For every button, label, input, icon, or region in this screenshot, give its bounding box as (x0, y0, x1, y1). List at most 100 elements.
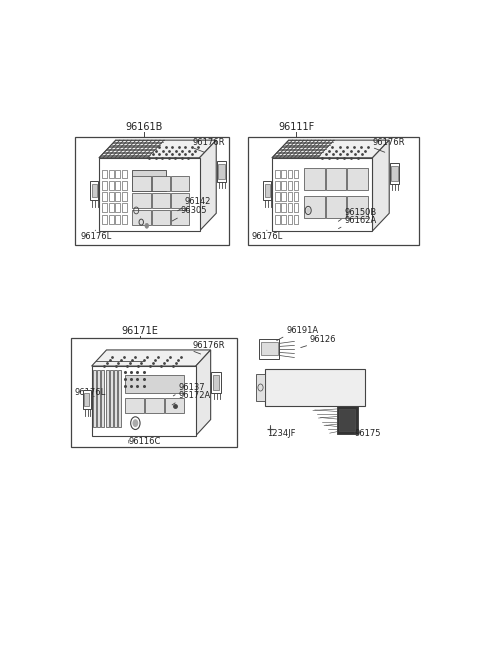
Bar (102, 181, 107, 190)
Bar (99, 158, 200, 231)
Bar (71, 339, 237, 447)
Bar (102, 204, 107, 212)
Polygon shape (272, 140, 389, 158)
Bar (132, 193, 151, 208)
Bar (115, 170, 120, 178)
Bar (248, 137, 419, 245)
Text: 96171E: 96171E (121, 326, 158, 336)
Text: 96116C: 96116C (129, 438, 161, 446)
Text: 96161B: 96161B (125, 122, 162, 132)
Bar (115, 215, 120, 223)
Bar (275, 204, 280, 212)
Bar (264, 369, 365, 406)
Bar (347, 196, 368, 217)
Bar (263, 181, 271, 200)
Bar (264, 184, 270, 197)
Circle shape (145, 223, 149, 228)
Bar (304, 168, 324, 190)
Bar (102, 215, 107, 223)
Bar (101, 370, 105, 427)
Bar (132, 210, 151, 225)
Bar (109, 204, 114, 212)
Bar (132, 170, 166, 191)
Bar (288, 204, 292, 212)
Bar (84, 393, 89, 406)
Bar (122, 170, 127, 178)
Bar (92, 366, 196, 436)
Bar (97, 370, 100, 427)
Bar (109, 192, 114, 201)
Bar (93, 370, 96, 427)
Bar (261, 343, 277, 356)
Bar (281, 215, 286, 223)
Bar (281, 170, 286, 178)
Bar (122, 215, 127, 223)
Bar (390, 163, 399, 184)
Text: 96176L: 96176L (74, 388, 106, 398)
Polygon shape (200, 140, 216, 231)
Bar (152, 210, 170, 225)
Bar (275, 215, 280, 223)
Polygon shape (99, 140, 216, 158)
Text: 96176R: 96176R (192, 341, 225, 350)
Text: 96137: 96137 (178, 383, 205, 392)
Bar (288, 170, 292, 178)
Bar (109, 181, 114, 190)
Bar (152, 176, 170, 191)
Bar (259, 339, 279, 358)
Bar (218, 164, 225, 179)
Bar (326, 196, 346, 217)
Circle shape (306, 208, 310, 213)
Bar (110, 370, 113, 427)
Text: 96176R: 96176R (192, 138, 225, 147)
Bar (304, 196, 324, 217)
Bar (125, 375, 184, 392)
Bar (213, 375, 219, 390)
Bar (392, 166, 398, 181)
Bar (294, 192, 299, 201)
Bar (122, 204, 127, 212)
Bar (288, 181, 292, 190)
Bar (109, 170, 114, 178)
Text: 96111F: 96111F (278, 122, 314, 132)
Bar (275, 170, 280, 178)
Bar (92, 184, 97, 197)
Bar (288, 215, 292, 223)
Bar (171, 176, 190, 191)
Text: 96191A: 96191A (286, 326, 318, 335)
Bar (256, 374, 264, 401)
Bar (275, 192, 280, 201)
Bar (125, 398, 144, 413)
Bar (347, 168, 368, 190)
Bar (102, 192, 107, 201)
Text: 96126: 96126 (310, 335, 336, 344)
Text: 96176L: 96176L (81, 232, 112, 241)
Bar (83, 390, 91, 409)
Polygon shape (196, 350, 211, 436)
Bar (326, 168, 346, 190)
Bar (122, 181, 127, 190)
Bar (165, 398, 184, 413)
Bar (115, 192, 120, 201)
Bar (294, 181, 299, 190)
Bar (281, 204, 286, 212)
Bar (339, 409, 355, 431)
Bar (75, 137, 229, 245)
Bar (275, 181, 280, 190)
Text: 96175: 96175 (355, 428, 382, 438)
Bar (102, 170, 107, 178)
Bar (281, 192, 286, 201)
Bar (152, 193, 170, 208)
Bar (115, 204, 120, 212)
Bar (118, 370, 121, 427)
Text: 96172A: 96172A (178, 392, 211, 400)
Bar (288, 192, 292, 201)
Bar (294, 170, 299, 178)
Polygon shape (372, 140, 389, 231)
Circle shape (132, 419, 138, 427)
Bar (90, 181, 98, 200)
Text: 1234JF: 1234JF (267, 428, 296, 438)
Bar (122, 192, 127, 201)
Bar (294, 204, 299, 212)
Bar (132, 176, 151, 191)
